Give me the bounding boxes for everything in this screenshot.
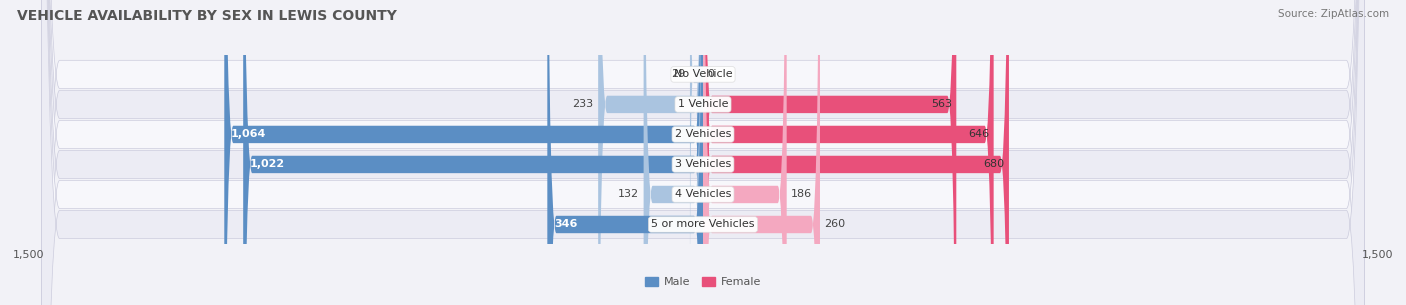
FancyBboxPatch shape — [42, 0, 1364, 305]
Text: No Vehicle: No Vehicle — [673, 70, 733, 79]
FancyBboxPatch shape — [703, 0, 994, 305]
FancyBboxPatch shape — [42, 0, 1364, 305]
Text: 1,022: 1,022 — [250, 160, 285, 170]
Text: 646: 646 — [967, 129, 990, 139]
FancyBboxPatch shape — [42, 0, 1364, 305]
Text: 132: 132 — [619, 189, 640, 199]
FancyBboxPatch shape — [690, 0, 703, 305]
Text: 186: 186 — [792, 189, 813, 199]
FancyBboxPatch shape — [598, 0, 703, 305]
FancyBboxPatch shape — [644, 0, 703, 305]
Text: 0: 0 — [707, 70, 714, 79]
Text: 2 Vehicles: 2 Vehicles — [675, 129, 731, 139]
Text: 680: 680 — [983, 160, 1004, 170]
FancyBboxPatch shape — [703, 0, 956, 305]
FancyBboxPatch shape — [243, 0, 703, 305]
Text: 1 Vehicle: 1 Vehicle — [678, 99, 728, 109]
Legend: Male, Female: Male, Female — [641, 272, 765, 291]
FancyBboxPatch shape — [703, 0, 820, 305]
Text: 5 or more Vehicles: 5 or more Vehicles — [651, 220, 755, 229]
Text: 1,064: 1,064 — [231, 129, 266, 139]
Text: 29: 29 — [671, 70, 686, 79]
Text: 346: 346 — [554, 220, 578, 229]
FancyBboxPatch shape — [703, 0, 787, 305]
Text: 4 Vehicles: 4 Vehicles — [675, 189, 731, 199]
Text: 233: 233 — [572, 99, 593, 109]
Text: Source: ZipAtlas.com: Source: ZipAtlas.com — [1278, 9, 1389, 19]
FancyBboxPatch shape — [703, 0, 1010, 305]
FancyBboxPatch shape — [42, 0, 1364, 305]
FancyBboxPatch shape — [547, 0, 703, 305]
Text: 3 Vehicles: 3 Vehicles — [675, 160, 731, 170]
FancyBboxPatch shape — [42, 0, 1364, 305]
Text: VEHICLE AVAILABILITY BY SEX IN LEWIS COUNTY: VEHICLE AVAILABILITY BY SEX IN LEWIS COU… — [17, 9, 396, 23]
Text: 260: 260 — [824, 220, 845, 229]
FancyBboxPatch shape — [225, 0, 703, 305]
FancyBboxPatch shape — [42, 0, 1364, 305]
Text: 563: 563 — [931, 99, 952, 109]
